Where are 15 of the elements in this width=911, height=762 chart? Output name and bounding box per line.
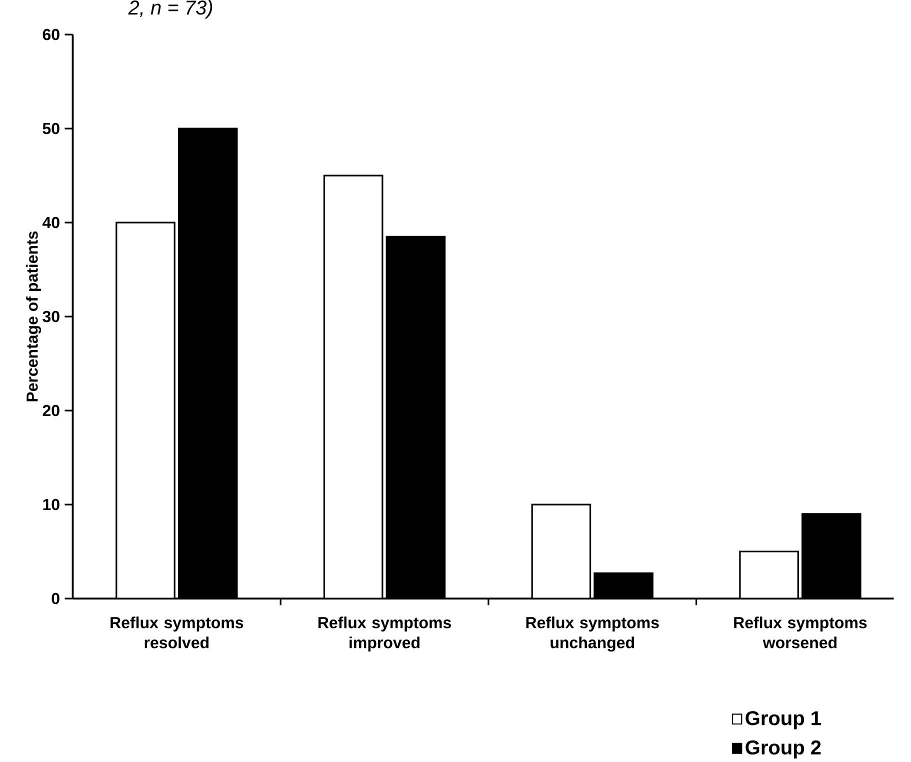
y-tick-label: 10 [43, 498, 60, 510]
y-tick-label: 20 [42, 405, 60, 416]
y-axis-title: Percentage of patients [26, 232, 42, 402]
y-tick-label: 0 [52, 592, 60, 604]
y-tick-label: 30 [42, 310, 60, 322]
y-tick-label: 60 [42, 29, 60, 40]
chart-title: 2, n = 73) [128, 0, 212, 19]
x-tick-label: Reflux symptoms unchanged [526, 616, 659, 652]
y-tick-label: 40 [42, 217, 60, 228]
legend-label: Group 2 [746, 740, 821, 759]
x-tick-label: Reflux symptoms resolved [110, 616, 244, 648]
x-tick-label: Reflux symptoms improved [318, 616, 451, 652]
legend-label: Group 1 [746, 711, 821, 730]
x-tick-label: Reflux symptoms worsened [734, 616, 867, 648]
y-tick-label: 50 [42, 123, 60, 134]
